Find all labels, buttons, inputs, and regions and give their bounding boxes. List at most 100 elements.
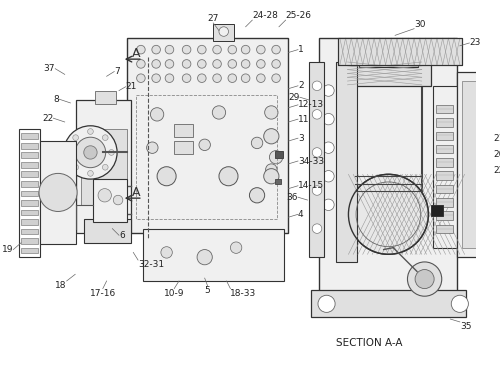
Circle shape: [256, 45, 265, 54]
Circle shape: [136, 59, 145, 68]
Circle shape: [152, 45, 160, 54]
Circle shape: [182, 45, 191, 54]
Text: 4: 4: [298, 210, 304, 219]
Circle shape: [312, 186, 322, 195]
Circle shape: [114, 195, 123, 205]
Circle shape: [197, 249, 212, 265]
Circle shape: [312, 109, 322, 119]
Circle shape: [322, 199, 334, 210]
Bar: [21, 238, 38, 244]
Circle shape: [228, 74, 236, 83]
Circle shape: [213, 74, 222, 83]
Circle shape: [270, 151, 283, 164]
Circle shape: [452, 295, 468, 312]
Bar: [433, 86, 457, 248]
Bar: [436, 145, 453, 153]
Text: 22: 22: [493, 166, 500, 175]
Circle shape: [161, 247, 172, 258]
Circle shape: [252, 137, 263, 149]
Text: 30: 30: [414, 20, 426, 29]
Circle shape: [165, 74, 173, 83]
Circle shape: [88, 129, 94, 135]
Circle shape: [152, 59, 160, 68]
Bar: [21, 181, 38, 187]
Circle shape: [157, 167, 176, 186]
Bar: [319, 38, 457, 305]
Circle shape: [102, 135, 108, 140]
Circle shape: [198, 74, 206, 83]
Bar: [338, 38, 462, 65]
Circle shape: [322, 113, 334, 125]
Text: 14-15: 14-15: [298, 181, 324, 190]
Circle shape: [198, 45, 206, 54]
Bar: [436, 198, 453, 207]
Circle shape: [318, 295, 335, 312]
Circle shape: [165, 45, 173, 54]
Circle shape: [88, 170, 94, 176]
Text: 5: 5: [204, 286, 210, 295]
Bar: [436, 131, 453, 140]
Bar: [95, 91, 116, 104]
Bar: [21, 162, 38, 168]
Bar: [40, 141, 76, 244]
Circle shape: [136, 74, 145, 83]
Bar: [21, 133, 38, 139]
Circle shape: [66, 150, 72, 155]
Bar: [21, 190, 38, 196]
Circle shape: [182, 74, 191, 83]
Circle shape: [136, 45, 145, 54]
Circle shape: [322, 85, 334, 96]
Text: 36: 36: [286, 193, 298, 202]
Bar: [19, 129, 40, 257]
Text: 6: 6: [119, 231, 125, 240]
Circle shape: [146, 142, 158, 153]
Bar: [436, 185, 453, 194]
Circle shape: [408, 262, 442, 296]
Circle shape: [228, 45, 236, 54]
Circle shape: [312, 224, 322, 233]
Bar: [21, 172, 38, 177]
Bar: [21, 229, 38, 234]
Bar: [21, 152, 38, 158]
Circle shape: [213, 59, 222, 68]
Circle shape: [256, 74, 265, 83]
Bar: [462, 81, 479, 248]
Circle shape: [272, 59, 280, 68]
Text: SECTION A-A: SECTION A-A: [336, 338, 402, 348]
Bar: [21, 219, 38, 225]
Bar: [359, 48, 418, 67]
Circle shape: [182, 59, 191, 68]
Circle shape: [312, 81, 322, 91]
Bar: [126, 38, 288, 233]
Circle shape: [213, 45, 222, 54]
Text: 18-33: 18-33: [230, 289, 256, 298]
Bar: [143, 229, 284, 281]
Circle shape: [152, 74, 160, 83]
Text: A: A: [132, 186, 141, 199]
Circle shape: [165, 59, 173, 68]
Circle shape: [264, 106, 278, 119]
Bar: [21, 143, 38, 149]
Circle shape: [212, 106, 226, 119]
Text: 7: 7: [114, 67, 120, 76]
Bar: [84, 219, 132, 243]
Text: 18: 18: [55, 281, 66, 290]
Text: 1: 1: [298, 45, 304, 54]
Text: 11: 11: [298, 115, 310, 124]
Circle shape: [272, 74, 280, 83]
Circle shape: [199, 139, 210, 151]
Circle shape: [150, 108, 164, 121]
Text: 23: 23: [470, 38, 480, 47]
Text: 20: 20: [493, 150, 500, 159]
Circle shape: [242, 59, 250, 68]
Circle shape: [264, 169, 279, 184]
Text: 21: 21: [126, 82, 137, 91]
Bar: [94, 179, 126, 222]
Circle shape: [266, 164, 277, 175]
Text: 19: 19: [2, 245, 14, 254]
Bar: [136, 95, 277, 219]
Text: 24-28: 24-28: [252, 11, 278, 20]
Bar: [174, 124, 194, 137]
Bar: [76, 100, 132, 233]
Bar: [436, 118, 453, 127]
